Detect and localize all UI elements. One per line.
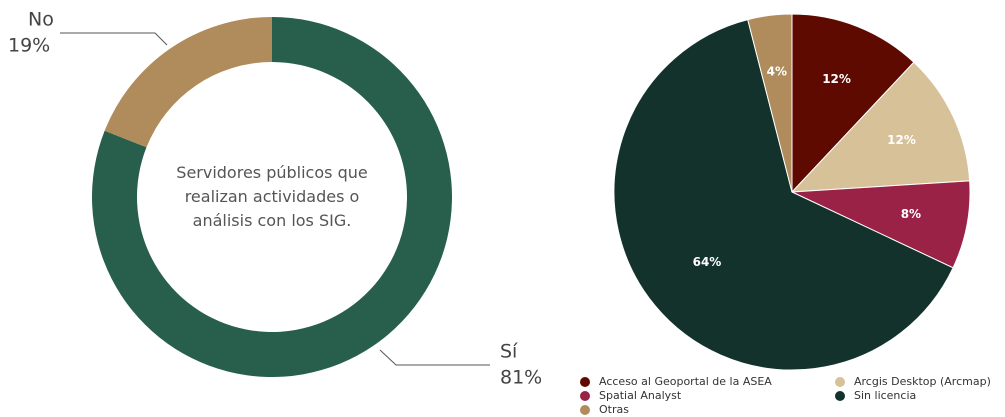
legend-label: Acceso al Geoportal de la ASEA	[599, 375, 772, 388]
pie-slice	[747, 13, 793, 193]
legend-swatch	[580, 377, 590, 387]
center-annotation: Servidores públicos que realizan activida…	[176, 163, 367, 230]
pie-slice	[790, 61, 971, 193]
legend-swatch	[835, 377, 845, 387]
leader-line	[379, 349, 490, 366]
pie-slice	[791, 13, 915, 194]
slice-value-label: 64%	[693, 255, 722, 269]
segment-name: No	[28, 9, 54, 31]
slice-value-label: 12%	[887, 133, 916, 147]
legend-swatch	[580, 405, 590, 415]
segment-value-label: 19%	[8, 35, 50, 57]
donut-segment	[104, 17, 273, 148]
legend-label: Spatial Analyst	[599, 389, 682, 402]
legend-swatch	[580, 391, 590, 401]
segment-value-label: 81%	[500, 367, 542, 389]
slice-value-label: 4%	[767, 64, 787, 78]
legend-swatch	[835, 391, 845, 401]
slice-value-label: 8%	[901, 207, 921, 221]
segment-name: Sí	[500, 341, 518, 363]
leader-line	[60, 32, 168, 46]
slice-value-label: 12%	[822, 72, 851, 86]
legend-label: Sin licencia	[854, 389, 916, 402]
legend-label: Arcgis Desktop (Arcmap)	[854, 375, 991, 388]
pie-slice	[791, 180, 971, 269]
legend-label: Otras	[599, 403, 629, 416]
pie-slice	[613, 18, 954, 371]
